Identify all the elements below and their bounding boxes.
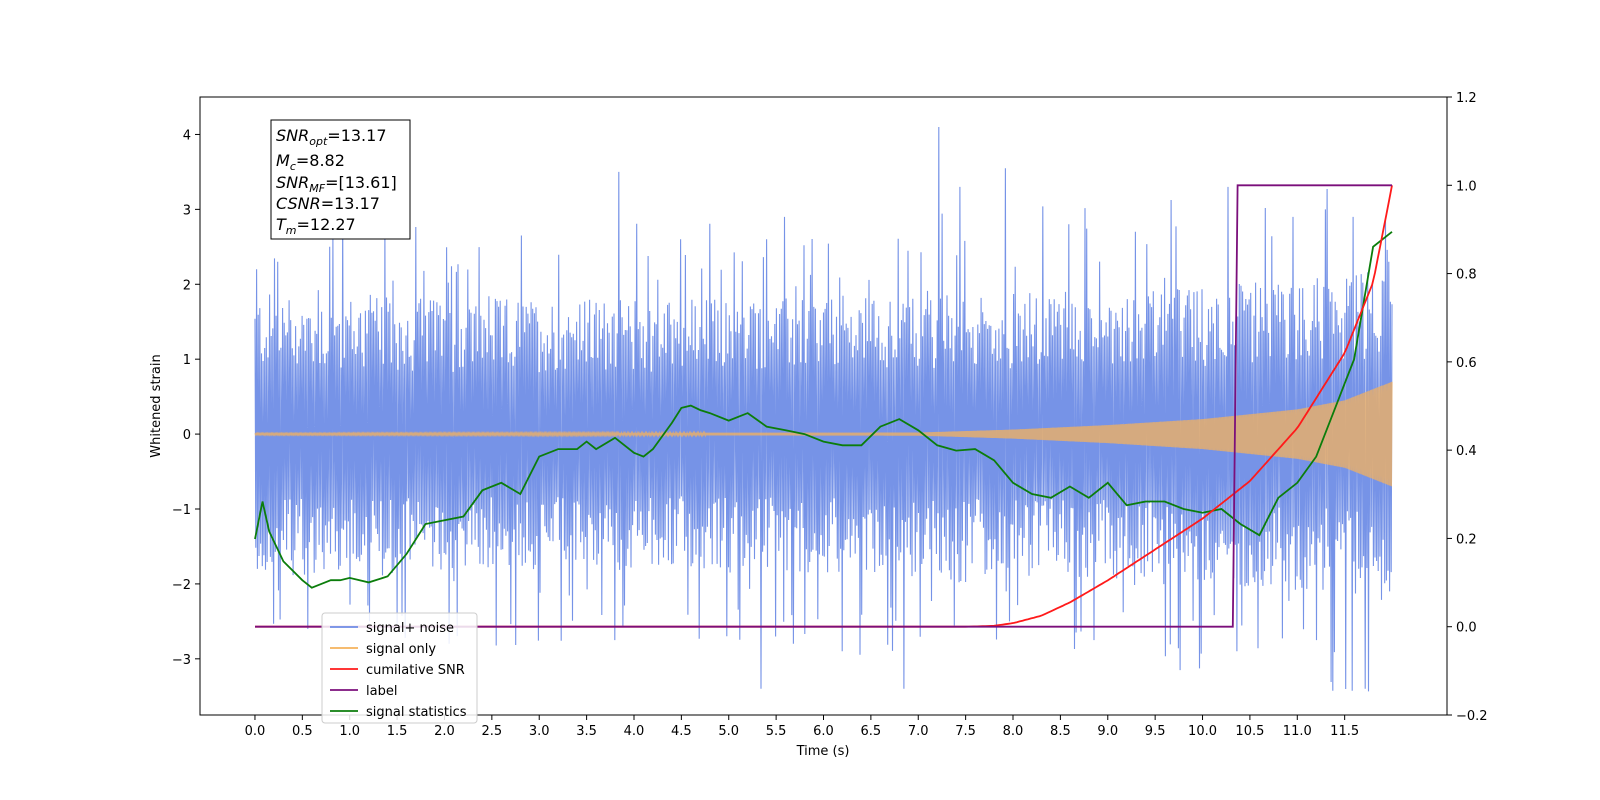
- x-tick-label: 4.5: [671, 724, 692, 739]
- x-tick-label: 0.5: [292, 724, 313, 739]
- annotation-snr-opt: SNRopt=13.17: [276, 126, 387, 148]
- x-tick-label: 3.0: [529, 724, 550, 739]
- y2-tick-label: 0.6: [1456, 356, 1477, 371]
- x-tick-label: 11.0: [1283, 724, 1312, 739]
- x-tick-label: 5.5: [766, 724, 787, 739]
- legend-entry-label: signal only: [366, 642, 436, 657]
- legend: signal+ noise signal only cumilative SNR la…: [321, 612, 478, 724]
- y-tick-label: 0: [183, 428, 191, 443]
- signal-statistics-series: [254, 231, 1393, 589]
- x-tick-label: 7.0: [908, 724, 929, 739]
- y2-axis-ticks: −0.2 0.0 0.2 0.4 0.6 0.8 1.0 1.2: [1447, 91, 1488, 724]
- annotation-mc: Mc=8.82: [276, 151, 345, 173]
- legend-entry-label: label: [366, 684, 397, 699]
- y-tick-label: −3: [172, 653, 191, 668]
- annotation-box: SNRopt=13.17 Mc=8.82 SNRMF=[13.61] CSNR=…: [270, 119, 411, 240]
- x-tick-label: 11.5: [1330, 724, 1359, 739]
- x-tick-label: 8.5: [1050, 724, 1071, 739]
- y2-tick-label: 0.0: [1456, 621, 1477, 636]
- label-series: [255, 184, 1392, 628]
- y-tick-label: 3: [183, 203, 191, 218]
- y-tick-label: 2: [183, 278, 191, 293]
- y2-tick-label: 1.0: [1456, 179, 1477, 194]
- x-tick-label: 9.5: [1145, 724, 1166, 739]
- x-tick-label: 6.0: [813, 724, 834, 739]
- y2-tick-label: 1.2: [1456, 91, 1477, 106]
- annotation-tm: Tm=12.27: [276, 215, 356, 237]
- x-tick-label: 0.0: [245, 724, 266, 739]
- x-tick-label: 1.0: [339, 724, 360, 739]
- x-tick-label: 8.0: [1003, 724, 1024, 739]
- label-line: [255, 184, 1392, 628]
- legend-entry-label: signal+ noise: [366, 621, 454, 636]
- annotation-snr-mf: SNRMF=[13.61]: [276, 173, 397, 195]
- y2-tick-label: 0.4: [1456, 444, 1477, 459]
- x-axis-ticks: 0.0 0.5 1.0 1.5 2.0 2.5 3.0 3.5 4.0 4.5 5.0 5.5 6.0 6…: [245, 715, 1359, 739]
- y-tick-label: 4: [183, 128, 191, 143]
- x-tick-label: 3.5: [576, 724, 597, 739]
- x-tick-label: 10.5: [1235, 724, 1264, 739]
- x-tick-label: 6.5: [861, 724, 882, 739]
- x-tick-label: 9.0: [1097, 724, 1118, 739]
- x-axis-label: Time (s): [796, 744, 850, 759]
- y-axis-label: Whitened strain: [149, 354, 164, 457]
- x-tick-label: 4.0: [624, 724, 645, 739]
- y-tick-label: −1: [172, 503, 191, 518]
- y-tick-label: −2: [172, 578, 191, 593]
- y2-tick-label: 0.8: [1456, 268, 1477, 283]
- x-tick-label: 10.0: [1188, 724, 1217, 739]
- y2-tick-label: −0.2: [1456, 709, 1488, 724]
- signal-statistics-line: [254, 231, 1393, 589]
- x-tick-label: 2.0: [434, 724, 455, 739]
- signal-only-series: [254, 381, 1393, 487]
- x-tick-label: 7.5: [955, 724, 976, 739]
- y-tick-label: 1: [183, 353, 191, 368]
- y2-tick-label: 0.2: [1456, 532, 1477, 547]
- x-tick-label: 1.5: [387, 724, 408, 739]
- annotation-csnr: CSNR=13.17: [276, 194, 380, 213]
- signal-only-line: [254, 381, 1393, 487]
- x-tick-label: 2.5: [482, 724, 503, 739]
- y-axis-ticks: −3 −2 −1 0 1 2 3 4: [172, 128, 200, 668]
- x-tick-label: 5.0: [718, 724, 739, 739]
- legend-entry-label: signal statistics: [366, 705, 467, 720]
- legend-entry-label: cumilative SNR: [366, 663, 465, 678]
